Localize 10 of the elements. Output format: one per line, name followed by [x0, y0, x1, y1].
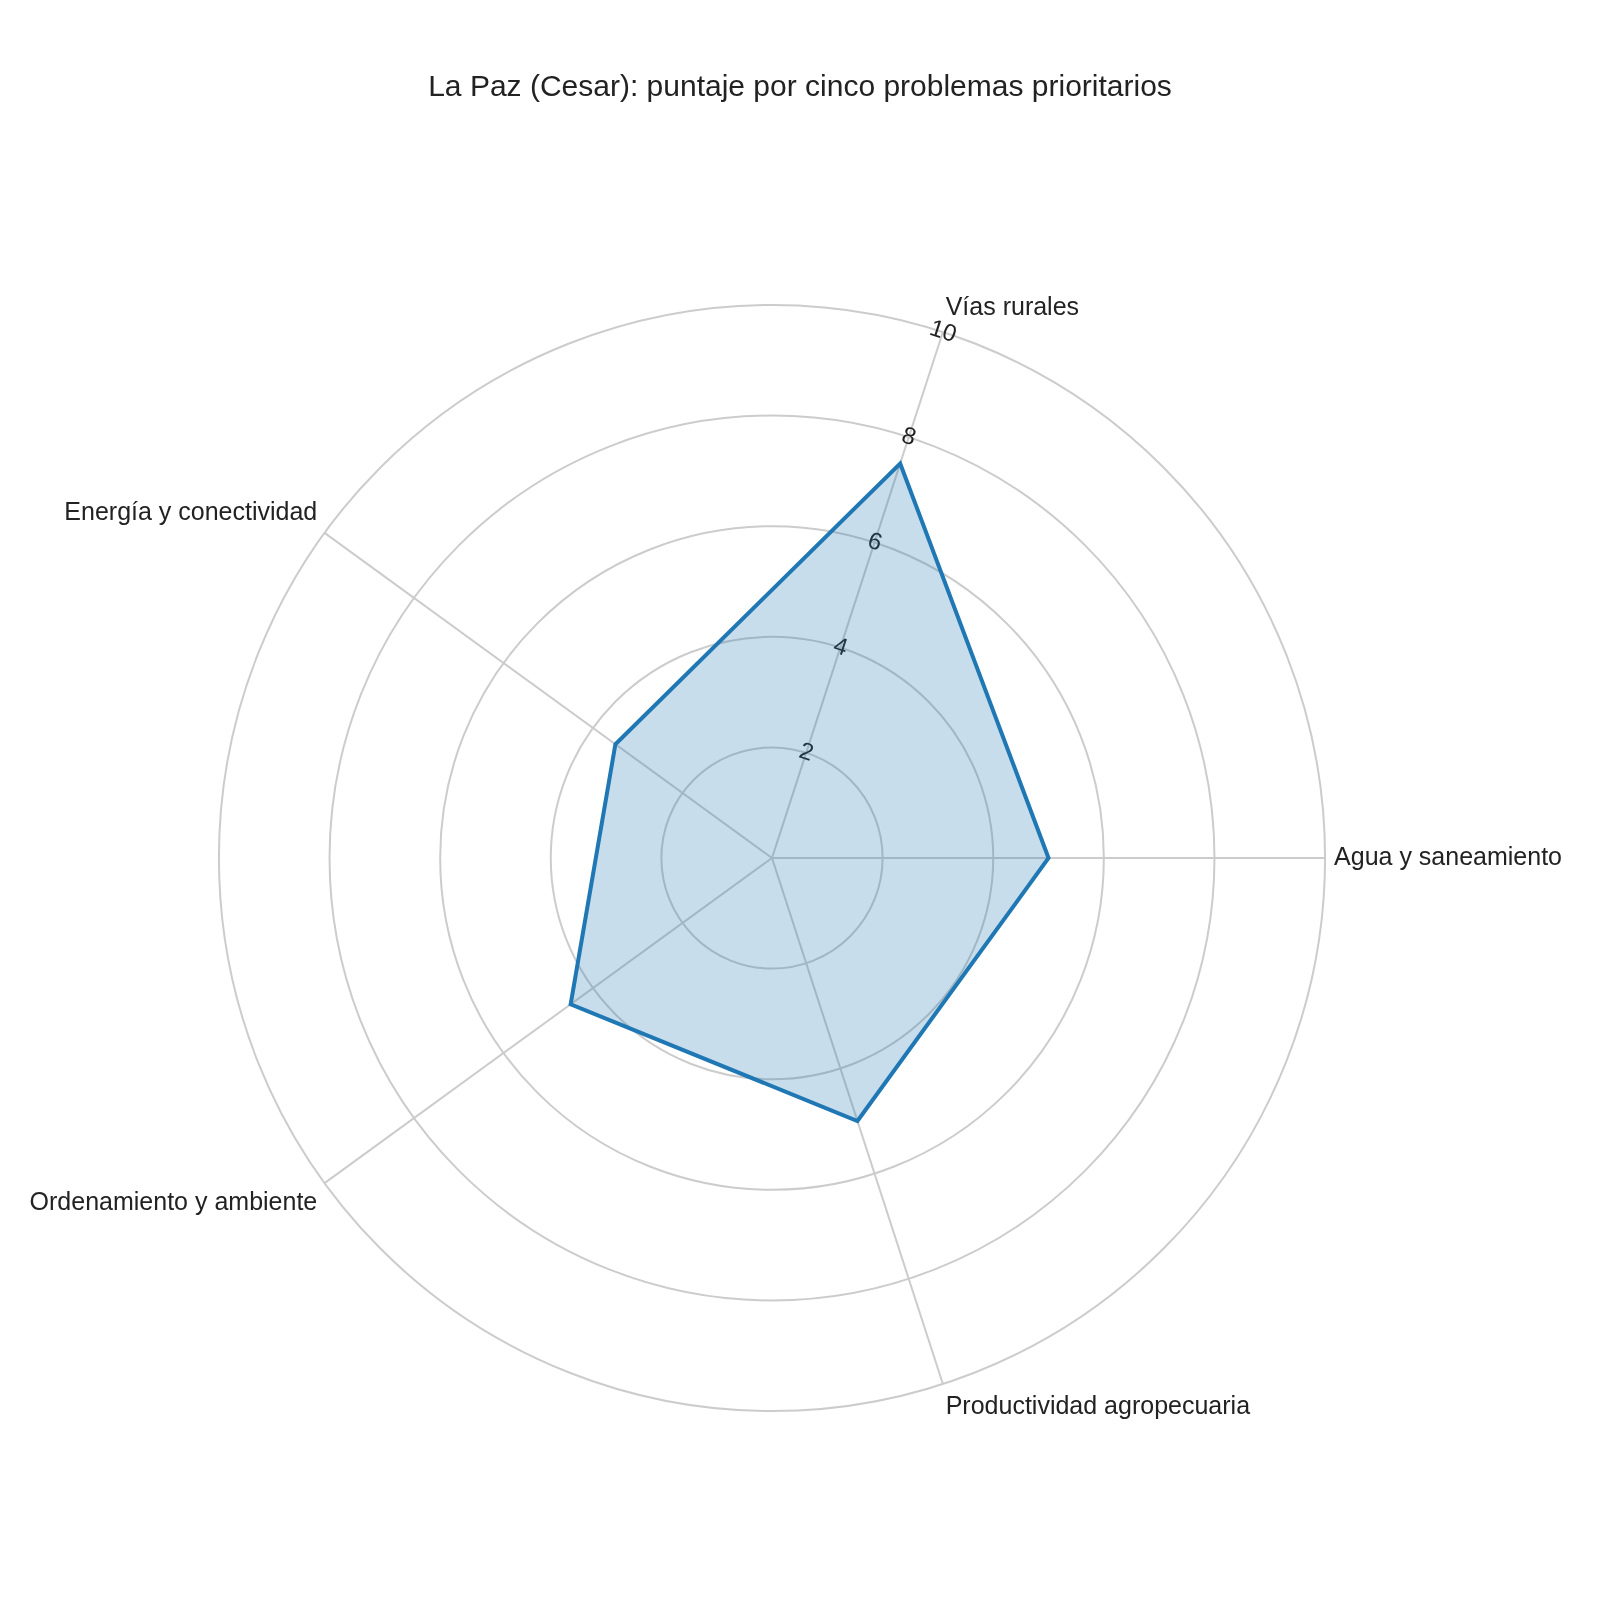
- spoke-label: Energía y conectividad: [64, 496, 318, 525]
- spoke-label: Agua y saneamiento: [1334, 841, 1563, 870]
- spoke-label: Productividad agropecuaria: [945, 1391, 1251, 1420]
- y-tick-label: 6: [864, 525, 886, 556]
- spoke-label: Vías rurales: [945, 292, 1080, 321]
- y-tick-label: 8: [898, 420, 920, 451]
- y-tick-label: 4: [830, 630, 852, 661]
- spoke-label: Ordenamiento y ambiente: [29, 1187, 318, 1216]
- chart-title: La Paz (Cesar): puntaje por cinco problemas prioritarios: [428, 69, 1172, 103]
- y-tick-label: 2: [796, 736, 818, 766]
